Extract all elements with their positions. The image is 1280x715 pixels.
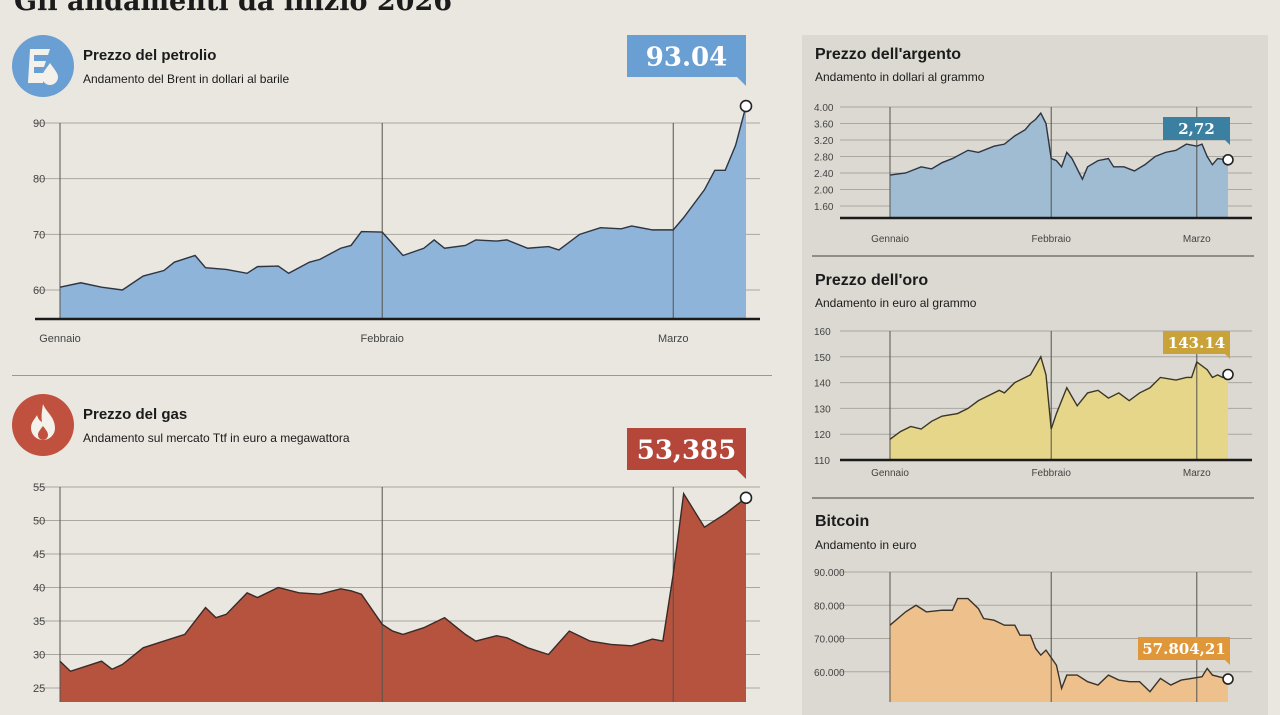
y-tick-label: 2.40 [814,169,834,180]
last-value-marker [1222,368,1234,381]
oil-chart-subtitle: Andamento del Brent in dollari al barile [83,72,290,86]
y-tick-label: 30 [33,650,45,662]
silver-chart-subtitle: Andamento in dollari al grammo [815,70,985,84]
last-value-marker [1222,673,1234,685]
y-tick-label: 120 [814,430,831,441]
series-line [889,111,1229,181]
series-line [889,597,1229,693]
y-tick-label: 4.00 [814,103,834,114]
y-tick-label: 2.00 [814,186,834,197]
bitcoin-chart-title: Bitcoin [815,513,870,530]
y-tick-label: 60 [33,285,45,297]
series-line [889,355,1229,440]
x-month-label: Marzo [1183,468,1211,479]
page-title: Gli andamenti da inizio 2026 [14,0,453,17]
value-callout-label: 53,385 [637,435,737,465]
y-tick-label: 3.60 [814,120,834,131]
x-month-label: Febbraio [1031,468,1071,479]
panel-divider [812,255,1254,257]
y-tick-label: 35 [33,616,45,628]
y-tick-label: 50 [33,516,45,528]
y-tick-label: 130 [814,404,831,415]
oil-chart: 60 70 80 90 Gennaio Febbraio Marzo 93.04 [33,35,760,345]
y-tick-label: 90 [33,118,45,130]
gas-chart-subtitle: Andamento sul mercato Ttf in euro a mega… [83,431,350,445]
last-value-marker [739,99,753,113]
y-tick-label: 25 [33,683,45,695]
last-value-marker [1222,154,1234,166]
silver-chart-title: Prezzo dell'argento [815,46,962,63]
y-tick-label: 110 [814,456,830,467]
silver-chart: 1.60 2.00 2.40 2.80 3.20 3.60 4.00 Gennaio Febbr… [814,103,1252,245]
series-line [59,491,747,673]
y-tick-label: 150 [814,353,831,364]
series-line [59,105,747,291]
y-tick-label: 70.000 [814,635,845,646]
y-tick-label: 2.80 [814,153,834,164]
y-tick-label: 40 [33,583,45,595]
value-callout [1163,117,1230,145]
y-tick-label: 45 [33,549,45,561]
gas-chart-title: Prezzo del gas [83,406,188,423]
section-divider [12,375,772,376]
y-tick-label: 90.000 [814,568,845,579]
x-month-label: Gennaio [871,234,909,245]
gold-chart-subtitle: Andamento in euro al grammo [815,296,977,310]
value-callout-label: 57.804,21 [1142,640,1226,658]
value-callout [627,428,746,479]
y-tick-label: 70 [33,229,45,241]
value-callout [1138,637,1230,665]
flame-icon [12,394,74,456]
last-value-marker [739,491,753,505]
oil-barrel-drop-icon [12,35,74,97]
gold-chart-title: Prezzo dell'oro [815,272,929,289]
value-callout-label: 93.04 [646,42,727,72]
area-fill [890,113,1228,218]
y-tick-label: 80.000 [814,601,845,612]
y-tick-label: 55 [33,482,45,494]
y-tick-label: 160 [814,327,831,338]
bitcoin-chart-subtitle: Andamento in euro [815,538,917,552]
x-month-label: Febbraio [1031,234,1071,245]
gas-chart: 25 30 35 40 45 50 55 53,385 [33,428,760,702]
y-tick-label: 60.000 [814,668,845,679]
oil-chart-title: Prezzo del petrolio [83,47,217,64]
x-month-label: Marzo [1183,234,1211,245]
value-callout [1163,331,1230,359]
x-month-label: Marzo [658,333,689,345]
area-fill [890,598,1228,702]
y-tick-label: 3.20 [814,136,834,147]
x-month-label: Gennaio [39,333,81,345]
y-tick-label: 80 [33,174,45,186]
gold-chart: 110 120 130 140 150 160 Gennaio Febbraio Marzo 14… [814,327,1252,479]
y-tick-label: 1.60 [814,202,834,213]
panel-divider [812,497,1254,499]
value-callout-label: 143.14 [1168,334,1225,352]
y-tick-label: 140 [814,379,831,390]
value-callout [627,35,746,86]
area-fill [60,106,746,319]
x-month-label: Gennaio [871,468,909,479]
value-callout-label: 2,72 [1178,120,1215,138]
area-fill [60,493,746,702]
x-month-label: Febbraio [361,333,404,345]
